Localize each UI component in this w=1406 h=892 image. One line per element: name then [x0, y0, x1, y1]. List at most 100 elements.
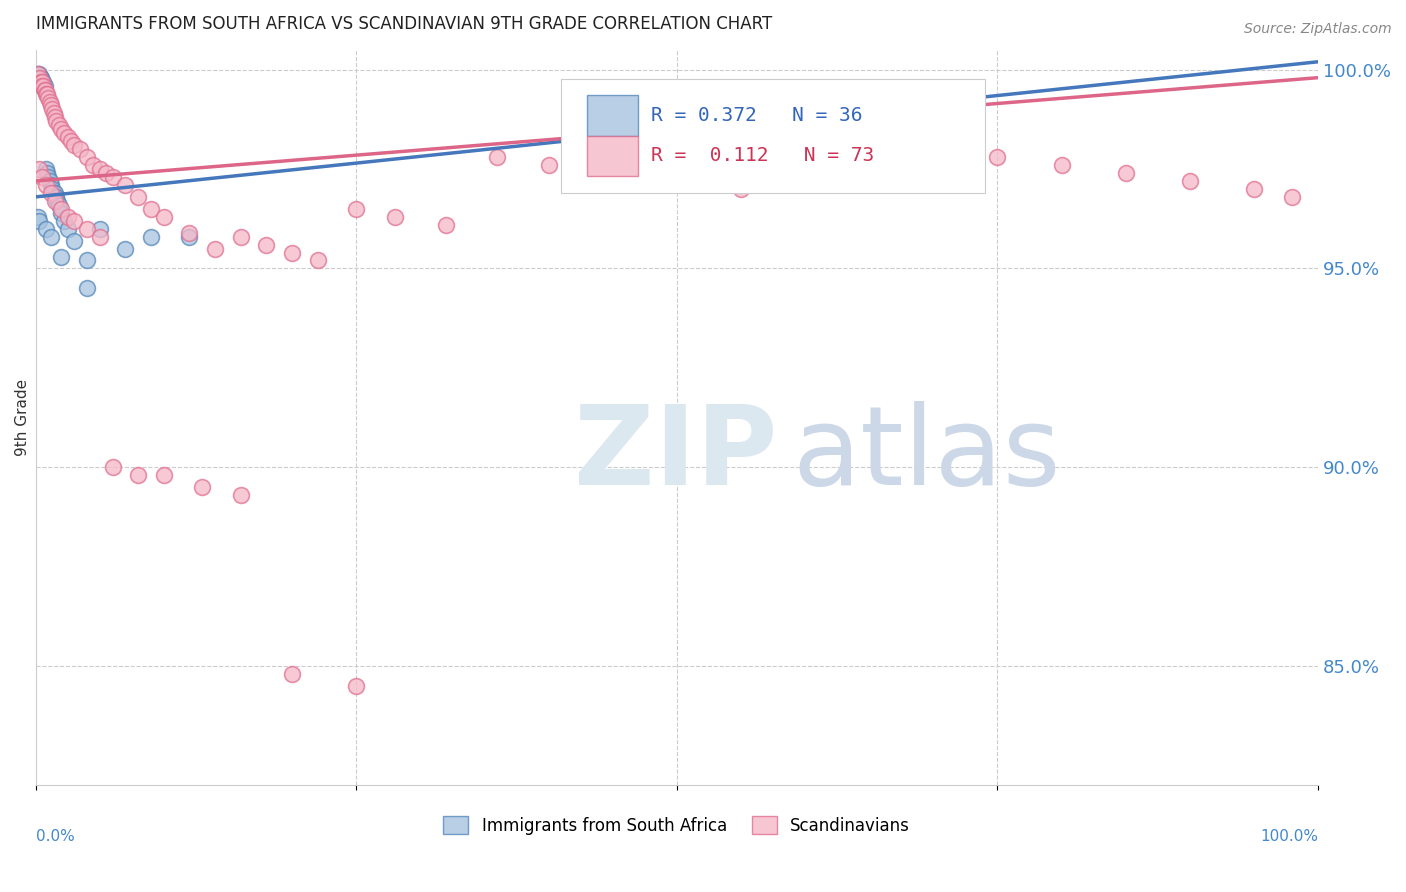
Point [139, 202, 162, 216]
Point [76, 281, 98, 295]
Point [139, 229, 162, 244]
Point [986, 150, 1008, 164]
Point [34, 78, 56, 93]
Point [281, 245, 304, 260]
Point [307, 253, 329, 268]
Point [32, 75, 55, 89]
Text: 100.0%: 100.0% [1260, 830, 1319, 844]
Point [28, 67, 51, 81]
Point [1115, 166, 1137, 180]
Point [56, 210, 79, 224]
Point [52, 213, 75, 227]
Point [63, 138, 86, 153]
Point [1281, 190, 1303, 204]
Text: ZIP: ZIP [574, 401, 778, 508]
Point [30, 75, 52, 89]
Point [537, 158, 560, 172]
Point [39, 229, 62, 244]
Point [32, 78, 55, 93]
Point [384, 210, 406, 224]
Point [127, 190, 149, 204]
Point [922, 142, 945, 156]
Text: R =  0.112   N = 73: R = 0.112 N = 73 [651, 146, 875, 165]
Point [38, 174, 60, 188]
Point [89, 221, 111, 235]
Point [31, 75, 53, 89]
Point [254, 237, 277, 252]
Point [37, 90, 59, 104]
Point [76, 221, 98, 235]
Point [34, 82, 56, 96]
Point [35, 87, 58, 101]
Point [48, 198, 70, 212]
Point [114, 178, 136, 192]
Point [665, 174, 688, 188]
Point [76, 150, 98, 164]
Point [45, 190, 67, 204]
Point [39, 186, 62, 200]
Point [89, 229, 111, 244]
Point [31, 75, 53, 89]
Point [31, 75, 53, 89]
Point [27, 210, 49, 224]
Point [52, 126, 75, 140]
Point [63, 234, 86, 248]
Point [44, 111, 66, 125]
Point [1178, 174, 1201, 188]
Point [31, 169, 53, 184]
Point [153, 468, 176, 483]
FancyBboxPatch shape [561, 79, 984, 194]
Point [27, 67, 49, 81]
Point [281, 666, 304, 681]
Point [35, 162, 58, 177]
Point [27, 67, 49, 81]
Point [51, 122, 73, 136]
Point [44, 186, 66, 200]
Point [56, 130, 79, 145]
Point [153, 210, 176, 224]
Point [42, 186, 65, 200]
Point [114, 242, 136, 256]
Point [51, 250, 73, 264]
Point [82, 158, 104, 172]
Point [44, 194, 66, 208]
Point [1050, 158, 1073, 172]
Legend: Immigrants from South Africa, Scandinavians: Immigrants from South Africa, Scandinavi… [434, 808, 918, 843]
Point [179, 229, 201, 244]
Text: 0.0%: 0.0% [35, 830, 75, 844]
Point [34, 82, 56, 96]
Point [127, 468, 149, 483]
Point [63, 213, 86, 227]
Point [101, 460, 124, 475]
Point [35, 178, 58, 192]
Point [35, 221, 58, 235]
Point [42, 106, 65, 120]
Point [89, 162, 111, 177]
Point [30, 70, 52, 85]
Point [344, 202, 367, 216]
Point [191, 480, 214, 494]
Point [28, 213, 51, 227]
Point [41, 182, 63, 196]
Point [35, 166, 58, 180]
Point [344, 679, 367, 693]
FancyBboxPatch shape [588, 136, 638, 177]
Point [1243, 182, 1265, 196]
Point [41, 103, 63, 117]
Point [60, 134, 83, 148]
Point [69, 142, 91, 156]
Point [28, 70, 51, 85]
Point [229, 488, 252, 502]
Point [38, 95, 60, 109]
Point [730, 182, 752, 196]
Point [76, 253, 98, 268]
Point [31, 78, 53, 93]
Point [434, 218, 457, 232]
Point [794, 126, 817, 140]
Y-axis label: 9th Grade: 9th Grade [15, 379, 30, 456]
Point [46, 194, 69, 208]
FancyBboxPatch shape [588, 95, 638, 136]
Point [45, 114, 67, 128]
Point [30, 70, 52, 85]
Point [179, 226, 201, 240]
